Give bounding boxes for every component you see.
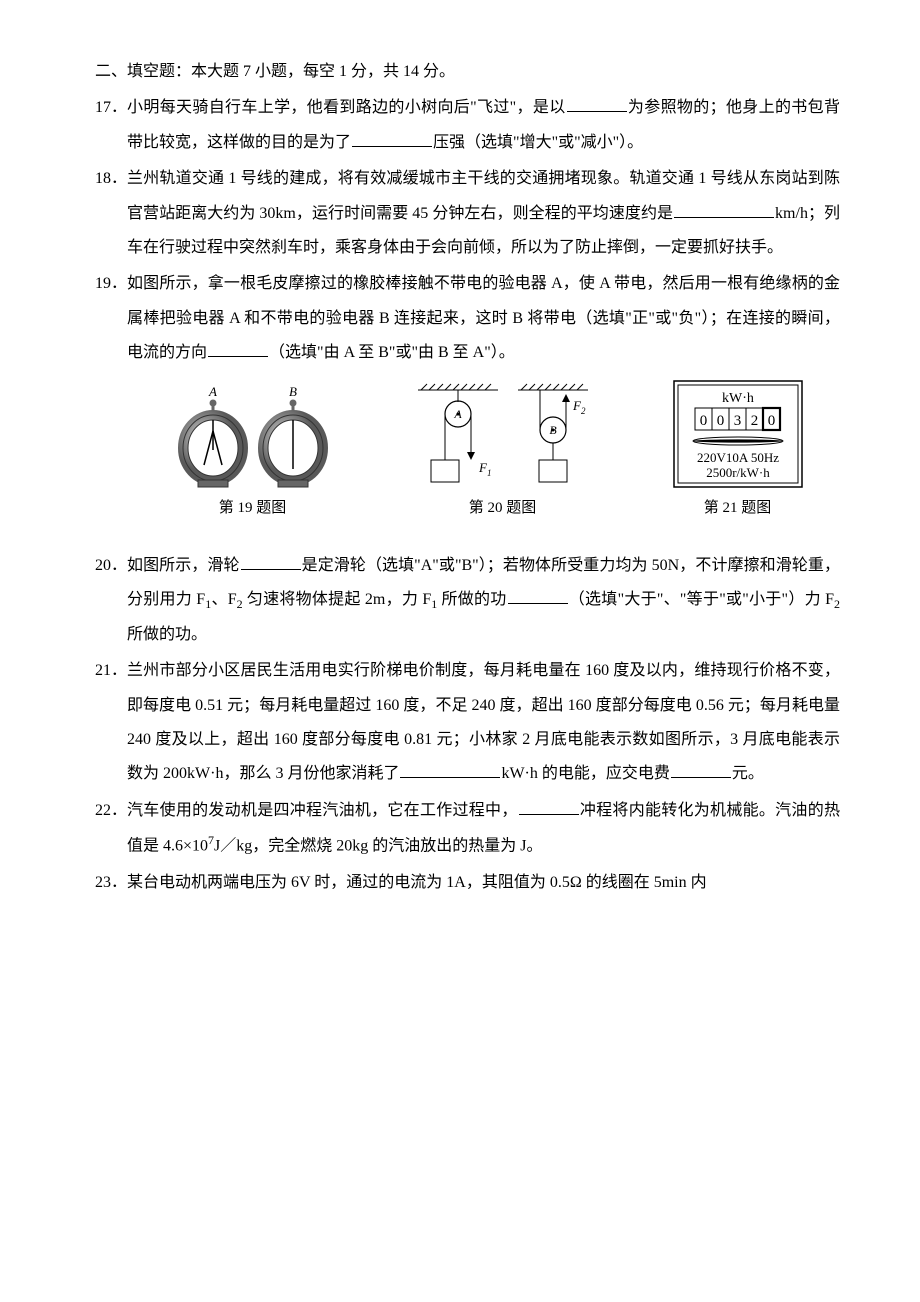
q22-number: 22． [95,794,127,864]
question-19: 19． 如图所示，拿一根毛皮摩擦过的橡胶棒接触不带电的验电器 A，使 A 带电，… [95,267,840,370]
q18-blank-1 [674,197,774,217]
figure-19: A B 第 19 题图 [168,382,338,519]
section-header: 二、填空题：本大题 7 小题，每空 1 分，共 14 分。 [95,55,840,89]
q20-sub2b: 2 [834,597,840,611]
question-17: 17． 小明每天骑自行车上学，他看到路边的小树向后"飞过"，是以为参照物的；他身… [95,91,840,160]
q21-blank-1 [400,758,500,778]
q22-text-3: J／kg，完全燃烧 20kg 的汽油放出的热量为 J。 [214,838,542,855]
figure-19-svg: A B [168,382,338,492]
q20-text-4: 匀速将物体提起 2m，力 F [243,591,432,608]
q17-text-1: 小明每天骑自行车上学，他看到路边的小树向后"飞过"，是以 [127,99,566,116]
fig20-f2: F2 [572,398,586,416]
question-18: 18． 兰州轨道交通 1 号线的建成，将有效减缓城市主干线的交通拥堵现象。轨道交… [95,162,840,265]
question-23: 23． 某台电动机两端电压为 6V 时，通过的电流为 1A，其阻值为 0.5Ω … [95,866,840,900]
q22-text-1: 汽车使用的发动机是四冲程汽油机，它在工作过程中， [127,802,518,819]
figure-21-svg: kW·h 0 0 3 2 0 220V10A 50Hz 2500r/kW·h [668,377,808,492]
q18-content: 兰州轨道交通 1 号线的建成，将有效减缓城市主干线的交通拥堵现象。轨道交通 1 … [127,162,840,265]
q17-blank-2 [352,127,432,147]
figures-row: A B 第 19 题图 [135,377,840,519]
q21-blank-2 [671,758,731,778]
q21-text-3: 元。 [732,765,764,782]
q17-text-3: 压强（选填"增大"或"减小"）。 [433,134,643,151]
question-20: 20． 如图所示，滑轮是定滑轮（选填"A"或"B"）；若物体所受重力均为 50N… [95,549,840,653]
figure-19-caption: 第 19 题图 [219,498,287,519]
figure-20: A F1 B F2 第 20 题图 [403,382,603,519]
q20-number: 20． [95,549,127,653]
q19-text-2: （选填"由 A 至 B"或"由 B 至 A"）。 [269,344,515,361]
q20-blank-1 [241,549,301,569]
meter-d1: 0 [716,413,724,429]
q17-blank-1 [567,92,627,112]
fig19-label-a: A [208,384,217,399]
meter-d2: 3 [733,413,741,429]
q22-blank-1 [519,795,579,815]
q19-content: 如图所示，拿一根毛皮摩擦过的橡胶棒接触不带电的验电器 A，使 A 带电，然后用一… [127,267,840,370]
q19-blank-1 [208,337,268,357]
q21-content: 兰州市部分小区居民生活用电实行阶梯电价制度，每月耗电量在 160 度及以内，维持… [127,654,840,792]
figure-20-caption: 第 20 题图 [469,498,537,519]
q23-content: 某台电动机两端电压为 6V 时，通过的电流为 1A，其阻值为 0.5Ω 的线圈在… [127,866,840,900]
figure-20-svg: A F1 B F2 [403,382,603,492]
meter-line2: 2500r/kW·h [706,465,770,480]
q20-text-3: 、F [211,591,236,608]
q17-number: 17． [95,91,127,160]
meter-d4: 0 [767,413,775,429]
q20-text-5: 所做的功 [437,591,506,608]
figure-21: kW·h 0 0 3 2 0 220V10A 50Hz 2500r/kW·h 第… [668,377,808,519]
question-21: 21． 兰州市部分小区居民生活用电实行阶梯电价制度，每月耗电量在 160 度及以… [95,654,840,792]
figure-21-caption: 第 21 题图 [704,498,772,519]
q20-content: 如图所示，滑轮是定滑轮（选填"A"或"B"）；若物体所受重力均为 50N，不计摩… [127,549,840,653]
fig20-f1: F1 [478,460,491,478]
meter-digits-group: 0 0 3 2 0 [695,408,780,430]
q20-text-6: （选填"大于"、"等于"或"小于"）力 F [569,591,834,608]
meter-unit: kW·h [722,391,754,406]
q22-content: 汽车使用的发动机是四冲程汽油机，它在工作过程中，冲程将内能转化为机械能。汽油的热… [127,794,840,864]
q17-content: 小明每天骑自行车上学，他看到路边的小树向后"飞过"，是以为参照物的；他身上的书包… [127,91,840,160]
meter-line1: 220V10A 50Hz [697,450,779,465]
q23-number: 23． [95,866,127,900]
q20-text-7: 所做的功。 [127,626,207,643]
q18-number: 18． [95,162,127,265]
question-22: 22． 汽车使用的发动机是四冲程汽油机，它在工作过程中，冲程将内能转化为机械能。… [95,794,840,864]
q19-number: 19． [95,267,127,370]
meter-d3: 2 [750,413,758,429]
q21-text-2: kW·h 的电能，应交电费 [501,765,669,782]
meter-d0: 0 [699,413,707,429]
q23-text-1: 某台电动机两端电压为 6V 时，通过的电流为 1A，其阻值为 0.5Ω 的线圈在… [127,874,707,891]
q20-blank-2 [508,584,568,604]
q20-text-1: 如图所示，滑轮 [127,557,240,574]
section-title: 二、填空题：本大题 7 小题，每空 1 分，共 14 分。 [95,63,455,80]
fig19-label-b: B [289,384,297,399]
q21-number: 21． [95,654,127,792]
